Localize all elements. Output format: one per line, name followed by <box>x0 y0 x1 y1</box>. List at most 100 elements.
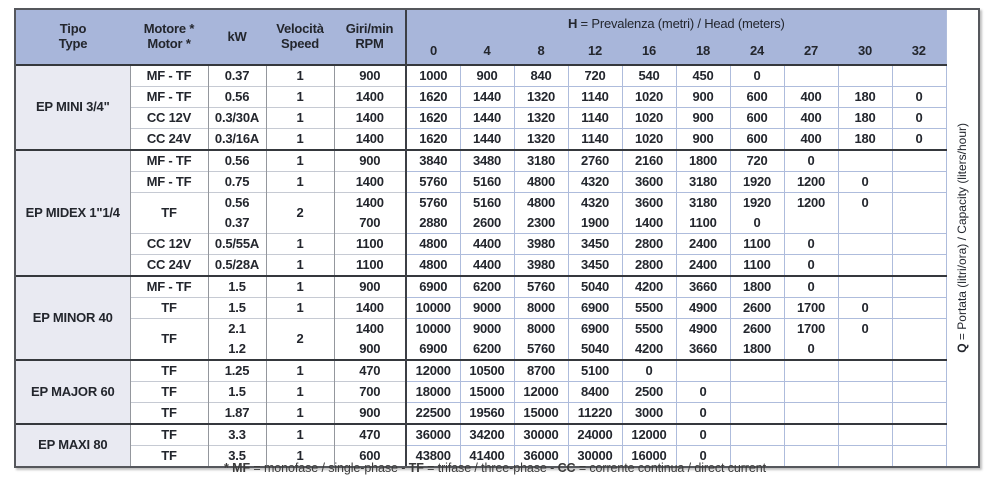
q-value-cell: 1440 <box>460 86 515 108</box>
q-value-cell: 34200 <box>460 423 515 446</box>
q-value-cell: 0 <box>838 171 893 193</box>
kw-cell: 0.56 <box>208 86 267 108</box>
table-row: TF 2.1 2 1400 10000 9000 8000 6900 5500 4900 2600 1… <box>16 318 978 360</box>
kw-cell: 0.37 <box>208 213 267 234</box>
footnote-cc-bold: CC <box>557 461 576 475</box>
q-value-cell <box>892 64 947 87</box>
q-value-cell: 4400 <box>460 233 515 255</box>
motor-cell: MF - TF <box>130 171 209 193</box>
q-value-cell: 0 <box>838 318 893 339</box>
table-row: TF 0.56 2 1400 5760 5160 4800 4320 3600 3180 1920 1… <box>16 192 978 234</box>
kw-cell: 1.25 <box>208 359 267 382</box>
q-value-cell: 1200 <box>784 192 839 213</box>
q-value-cell: 720 <box>568 64 623 87</box>
q-value-cell: 36000 <box>406 423 461 446</box>
q-value-cell: 3980 <box>514 254 569 276</box>
rpm-cell: 600 <box>334 445 407 466</box>
q-value-cell: 0 <box>892 107 947 129</box>
q-value-cell: 8400 <box>568 381 623 403</box>
q-value-cell: 6900 <box>568 318 623 339</box>
q-value-cell: 5160 <box>460 171 515 193</box>
motor-cell: TF <box>130 402 209 424</box>
header-tipo: Tipo Type <box>16 10 130 65</box>
q-value-cell: 400 <box>784 86 839 108</box>
q-value-cell: 3980 <box>514 233 569 255</box>
q-value-cell: 5040 <box>568 339 623 360</box>
q-value-cell: 5760 <box>406 192 461 213</box>
q-value-cell: 5760 <box>514 275 569 298</box>
speed-cell: 1 <box>266 86 335 108</box>
q-value-cell <box>838 233 893 255</box>
q-value-cell <box>730 359 785 382</box>
q-value-cell: 900 <box>676 86 731 108</box>
header-row-top: Tipo Type Motore * Motor * kW Velocità S… <box>16 10 979 466</box>
q-value-cell: 1700 <box>784 318 839 339</box>
q-value-cell: 1140 <box>568 128 623 150</box>
speed-cell: 2 <box>266 318 335 360</box>
q-value-cell: 9000 <box>460 318 515 339</box>
head-value-32: 32 <box>892 38 947 66</box>
q-value-cell <box>892 423 947 446</box>
footnote-tf-bold: TF <box>408 461 424 475</box>
q-value-cell: 400 <box>784 107 839 129</box>
q-value-cell: 2800 <box>622 233 677 255</box>
rpm-cell: 900 <box>334 149 407 172</box>
kw-cell: 0.75 <box>208 171 267 193</box>
q-value-cell: 2880 <box>406 213 461 234</box>
motor-cell: TF <box>130 423 209 446</box>
q-value-cell: 10000 <box>406 318 461 339</box>
kw-cell: 1.2 <box>208 339 267 360</box>
q-value-cell <box>838 402 893 424</box>
kw-cell: 0.56 <box>208 149 267 172</box>
kw-cell: 0.3/30A <box>208 107 267 129</box>
rpm-cell: 1400 <box>334 107 407 129</box>
q-value-cell: 5760 <box>406 171 461 193</box>
q-value-cell: 5160 <box>460 192 515 213</box>
q-value-cell: 2600 <box>730 297 785 319</box>
q-value-cell: 400 <box>784 128 839 150</box>
q-value-cell <box>838 339 893 360</box>
q-value-cell: 3180 <box>514 149 569 172</box>
speed-cell: 1 <box>266 171 335 193</box>
section-name-cell: EP MIDEX 1"1/4 <box>16 149 131 276</box>
head-value-4: 4 <box>460 38 514 66</box>
rpm-cell: 470 <box>334 423 407 446</box>
q-value-cell: 4900 <box>676 297 731 319</box>
q-value-cell: 12000 <box>514 381 569 403</box>
q-value-cell: 900 <box>676 128 731 150</box>
rpm-cell: 900 <box>334 402 407 424</box>
q-value-cell: 0 <box>676 445 731 466</box>
footnote-tf-text: = trifase / three-phase - <box>423 461 558 475</box>
q-value-cell: 3660 <box>676 275 731 298</box>
q-value-cell: 3450 <box>568 254 623 276</box>
speed-cell: 1 <box>266 149 335 172</box>
q-value-cell: 4320 <box>568 192 623 213</box>
table-row: EP MIDEX 1"1/4 MF - TF 0.56 1 900 3840 3480 318… <box>16 149 978 276</box>
q-value-cell: 5500 <box>622 318 677 339</box>
rpm-cell: 470 <box>334 359 407 382</box>
q-value-cell <box>838 149 893 172</box>
rpm-cell: 1400 <box>334 86 407 108</box>
q-value-cell: 1620 <box>406 128 461 150</box>
q-value-cell: 30000 <box>568 445 623 466</box>
q-value-cell: 3450 <box>568 233 623 255</box>
rpm-cell: 700 <box>334 381 407 403</box>
footnote-cc-text: = corrente continua / direct current <box>575 461 766 475</box>
q-value-cell: 900 <box>460 64 515 87</box>
q-value-cell: 900 <box>676 107 731 129</box>
q-value-cell <box>838 359 893 382</box>
q-value-cell: 0 <box>892 86 947 108</box>
q-value-cell: 4800 <box>514 192 569 213</box>
motor-cell: TF <box>130 297 209 319</box>
q-value-cell <box>838 381 893 403</box>
speed-cell: 1 <box>266 359 335 382</box>
kw-cell: 1.5 <box>208 297 267 319</box>
q-value-cell: 0 <box>838 297 893 319</box>
q-value-cell: 1100 <box>730 254 785 276</box>
footnote-mf-bold: * MF <box>224 461 251 475</box>
q-value-cell <box>892 339 947 360</box>
table-row: TF 1.5 1 1400 10000 9000 8000 6900 5500 4900 2600 1… <box>16 297 978 319</box>
q-value-cell <box>892 254 947 276</box>
table-row: CC 12V 0.3/30A 1 1400 1620 1440 1320 1140 1020 90… <box>16 107 978 129</box>
